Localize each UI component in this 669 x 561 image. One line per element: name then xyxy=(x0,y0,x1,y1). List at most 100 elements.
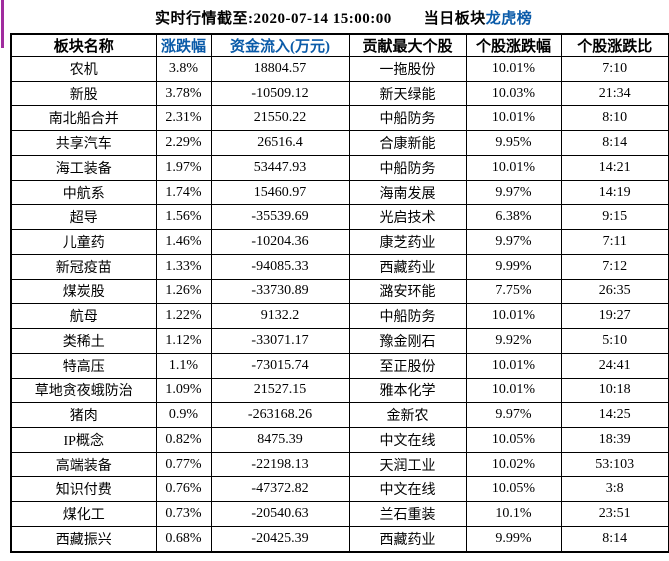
sector-change-value: 2.29% xyxy=(155,130,212,156)
sector-name-link[interactable]: 高端装备 xyxy=(10,451,157,478)
sector-change-value: 0.68% xyxy=(155,525,212,553)
sector-name-link[interactable]: 煤炭股 xyxy=(10,278,157,305)
capital-inflow-value: -22198.13 xyxy=(210,451,350,478)
top-stock-link[interactable]: 一拖股份 xyxy=(348,56,467,82)
table-row: 高端装备 0.77% -22198.13 天润工业 10.02% 53:103 xyxy=(10,451,669,478)
top-stock-link[interactable]: 海南发展 xyxy=(348,179,467,206)
top-stock-link[interactable]: 天润工业 xyxy=(348,451,467,478)
top-stock-link[interactable]: 兰石重装 xyxy=(348,501,467,527)
sector-name-link[interactable]: 新冠疫苗 xyxy=(10,253,157,280)
top-stock-link[interactable]: 西藏药业 xyxy=(348,253,467,280)
sector-change-value: 1.97% xyxy=(155,154,212,181)
updown-ratio-value: 21:34 xyxy=(560,80,669,107)
top-stock-link[interactable]: 雅本化学 xyxy=(348,377,467,404)
capital-inflow-value: 21550.22 xyxy=(210,105,350,132)
sector-name-link[interactable]: 特高压 xyxy=(10,352,157,379)
table-row: 农机 3.8% 18804.57 一拖股份 10.01% 7:10 xyxy=(10,56,669,82)
capital-inflow-value: -35539.69 xyxy=(210,204,350,231)
sector-name-link[interactable]: IP概念 xyxy=(10,427,157,453)
table-row: 煤化工 0.73% -20540.63 兰石重装 10.1% 23:51 xyxy=(10,501,669,527)
table-row: 超导 1.56% -35539.69 光启技术 6.38% 9:15 xyxy=(10,204,669,231)
top-stock-link[interactable]: 中船防务 xyxy=(348,105,467,132)
sector-change-value: 1.1% xyxy=(155,352,212,379)
capital-inflow-value: -20540.63 xyxy=(210,501,350,527)
stock-change-value: 10.01% xyxy=(465,154,562,181)
top-stock-link[interactable]: 豫金刚石 xyxy=(348,328,467,354)
sector-name-link[interactable]: 海工装备 xyxy=(10,154,157,181)
sector-ranking-table: 板块名称 涨跌幅 资金流入(万元) 贡献最大个股 个股涨跌幅 个股涨跌比 农机 … xyxy=(10,33,669,553)
table-row: 航母 1.22% 9132.2 中船防务 10.01% 19:27 xyxy=(10,303,669,330)
sector-name-link[interactable]: 类稀土 xyxy=(10,328,157,354)
table-row: 草地贪夜蛾防治 1.09% 21527.15 雅本化学 10.01% 10:18 xyxy=(10,377,669,404)
capital-inflow-value: 9132.2 xyxy=(210,303,350,330)
table-header-row: 板块名称 涨跌幅 资金流入(万元) 贡献最大个股 个股涨跌幅 个股涨跌比 xyxy=(10,33,669,57)
sector-change-value: 0.82% xyxy=(155,427,212,453)
col-header-sector-name: 板块名称 xyxy=(10,33,157,57)
left-accent-bar xyxy=(1,0,4,48)
sector-name-link[interactable]: 中航系 xyxy=(10,179,157,206)
sector-name-link[interactable]: 煤化工 xyxy=(10,501,157,527)
table-row: 煤炭股 1.26% -33730.89 潞安环能 7.75% 26:35 xyxy=(10,278,669,305)
table-row: 猪肉 0.9% -263168.26 金新农 9.97% 14:25 xyxy=(10,402,669,429)
sector-change-value: 1.33% xyxy=(155,253,212,280)
sector-name-link[interactable]: 航母 xyxy=(10,303,157,330)
top-stock-link[interactable]: 新天绿能 xyxy=(348,80,467,107)
page-title: 实时行情截至:2020-07-14 15:00:00 当日板块龙虎榜 xyxy=(155,7,532,28)
updown-ratio-value: 14:25 xyxy=(560,402,669,429)
updown-ratio-value: 18:39 xyxy=(560,427,669,453)
stock-change-value: 7.75% xyxy=(465,278,562,305)
updown-ratio-value: 3:8 xyxy=(560,476,669,503)
sector-name-link[interactable]: 新股 xyxy=(10,80,157,107)
dragon-tiger-list-link[interactable]: 龙虎榜 xyxy=(485,11,533,27)
capital-inflow-value: -47372.82 xyxy=(210,476,350,503)
stock-change-value: 9.97% xyxy=(465,179,562,206)
table-row: 海工装备 1.97% 53447.93 中船防务 10.01% 14:21 xyxy=(10,154,669,181)
sector-name-link[interactable]: 超导 xyxy=(10,204,157,231)
sector-name-link[interactable]: 农机 xyxy=(10,56,157,82)
stock-change-value: 6.38% xyxy=(465,204,562,231)
sector-name-link[interactable]: 西藏振兴 xyxy=(10,525,157,553)
top-stock-link[interactable]: 至正股份 xyxy=(348,352,467,379)
updown-ratio-value: 8:14 xyxy=(560,525,669,553)
updown-ratio-value: 8:14 xyxy=(560,130,669,156)
top-stock-link[interactable]: 西藏药业 xyxy=(348,525,467,553)
top-stock-link[interactable]: 中文在线 xyxy=(348,427,467,453)
sector-change-value: 2.31% xyxy=(155,105,212,132)
top-stock-link[interactable]: 中船防务 xyxy=(348,303,467,330)
stock-change-value: 10.01% xyxy=(465,105,562,132)
updown-ratio-value: 26:35 xyxy=(560,278,669,305)
updown-ratio-value: 8:10 xyxy=(560,105,669,132)
col-header-updown-ratio: 个股涨跌比 xyxy=(560,33,669,57)
top-stock-link[interactable]: 潞安环能 xyxy=(348,278,467,305)
table-row: 西藏振兴 0.68% -20425.39 西藏药业 9.99% 8:14 xyxy=(10,525,669,553)
top-stock-link[interactable]: 金新农 xyxy=(348,402,467,429)
stock-change-value: 10.1% xyxy=(465,501,562,527)
updown-ratio-value: 10:18 xyxy=(560,377,669,404)
stock-change-value: 9.97% xyxy=(465,229,562,255)
stock-change-value: 10.01% xyxy=(465,56,562,82)
sector-change-value: 1.12% xyxy=(155,328,212,354)
capital-inflow-value: 53447.93 xyxy=(210,154,350,181)
sector-name-link[interactable]: 儿童药 xyxy=(10,229,157,255)
sector-name-link[interactable]: 猪肉 xyxy=(10,402,157,429)
capital-inflow-value: 8475.39 xyxy=(210,427,350,453)
sector-name-link[interactable]: 知识付费 xyxy=(10,476,157,503)
capital-inflow-value: -20425.39 xyxy=(210,525,350,553)
stock-change-value: 9.92% xyxy=(465,328,562,354)
top-stock-link[interactable]: 中船防务 xyxy=(348,154,467,181)
table-row: 中航系 1.74% 15460.97 海南发展 9.97% 14:19 xyxy=(10,179,669,206)
sector-name-link[interactable]: 南北船合并 xyxy=(10,105,157,132)
top-stock-link[interactable]: 中文在线 xyxy=(348,476,467,503)
top-stock-link[interactable]: 合康新能 xyxy=(348,130,467,156)
top-stock-link[interactable]: 康芝药业 xyxy=(348,229,467,255)
top-stock-link[interactable]: 光启技术 xyxy=(348,204,467,231)
updown-ratio-value: 9:15 xyxy=(560,204,669,231)
updown-ratio-value: 19:27 xyxy=(560,303,669,330)
stock-change-value: 10.02% xyxy=(465,451,562,478)
updown-ratio-value: 23:51 xyxy=(560,501,669,527)
stock-change-value: 9.95% xyxy=(465,130,562,156)
sector-name-link[interactable]: 共享汽车 xyxy=(10,130,157,156)
sector-change-value: 3.8% xyxy=(155,56,212,82)
capital-inflow-value: -10509.12 xyxy=(210,80,350,107)
sector-name-link[interactable]: 草地贪夜蛾防治 xyxy=(10,377,157,404)
